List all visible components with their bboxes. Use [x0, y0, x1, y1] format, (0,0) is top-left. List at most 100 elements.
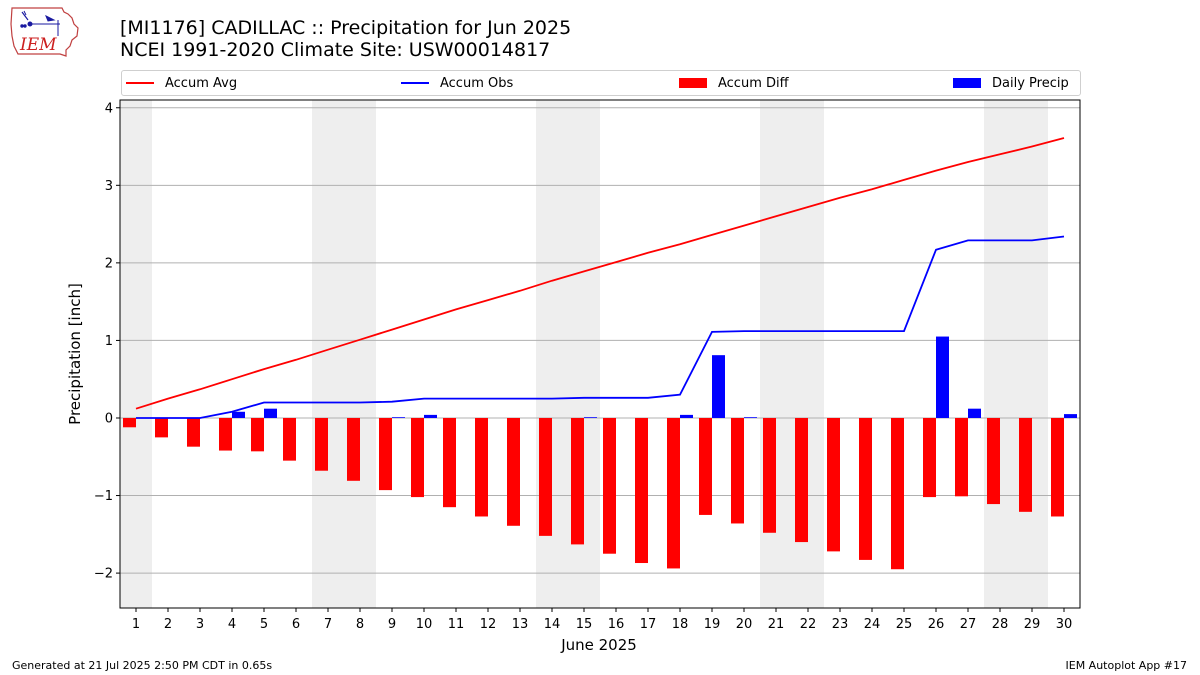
- accum-diff-bar: [155, 417, 168, 438]
- legend-label-accum-avg: Accum Avg: [165, 75, 238, 91]
- weekend-shade-day-28: [984, 100, 1016, 608]
- y-tick-label: 4: [105, 101, 113, 116]
- x-tick-label: 15: [576, 617, 593, 632]
- daily-precip-bar: [968, 408, 981, 418]
- y-tick-label: 3: [105, 179, 113, 194]
- legend-item-accum-avg: Accum Avg: [126, 71, 237, 95]
- y-tick-label: −1: [94, 489, 113, 504]
- x-tick-label: 23: [832, 617, 849, 632]
- x-tick-label: 17: [640, 617, 657, 632]
- accum-obs-line: [136, 235, 1065, 419]
- y-axis-label: Precipitation [inch]: [66, 283, 84, 425]
- accum-diff-bar: [731, 417, 744, 524]
- x-tick-label: 9: [388, 617, 396, 632]
- legend-item-accum-diff: Accum Diff: [679, 71, 789, 95]
- x-tick-label: 25: [896, 617, 913, 632]
- y-axis-ticks: −2 −1 0 1 2 3 4: [94, 101, 120, 582]
- legend-item-daily-precip: Daily Precip: [953, 71, 1069, 95]
- accum-diff-bar: [1051, 417, 1064, 517]
- chart-legend: Accum Avg Accum Obs Accum Diff Daily Pre…: [121, 70, 1081, 96]
- plot-frame: [119, 99, 1081, 609]
- accum-diff-bar: [827, 417, 840, 552]
- x-tick-label: 29: [1024, 617, 1041, 632]
- daily-precip-bar: [936, 336, 949, 418]
- daily-precip-bar: [232, 411, 245, 418]
- x-tick-label: 16: [608, 617, 625, 632]
- accum-diff-bar: [635, 417, 648, 564]
- x-tick-label: 3: [196, 617, 204, 632]
- accum-diff-bar: [923, 417, 936, 498]
- legend-label-accum-obs: Accum Obs: [440, 75, 514, 91]
- accum-diff-bar: [347, 417, 360, 481]
- accum-diff-bar: [123, 417, 136, 428]
- x-tick-label: 4: [228, 617, 236, 632]
- daily-precip-bar: [744, 417, 757, 418]
- x-tick-label: 5: [260, 617, 268, 632]
- x-tick-label: 6: [292, 617, 300, 632]
- x-tick-label: 1: [132, 617, 140, 632]
- weekend-shade-day-29: [1016, 100, 1048, 608]
- x-tick-label: 7: [324, 617, 332, 632]
- accum-diff-bar: [443, 417, 456, 508]
- weekend-shade-day-1: [120, 100, 152, 608]
- x-tick-label: 12: [480, 617, 497, 632]
- accum-diff-bar: [571, 417, 584, 545]
- accum-diff-bar: [507, 417, 520, 526]
- chart-title: [MI1176] CADILLAC :: Precipitation for J…: [120, 17, 572, 39]
- accum-diff-bar: [603, 417, 616, 554]
- accum-lines: [135, 137, 1065, 419]
- accum-diff-bar: [987, 417, 1000, 505]
- x-axis-label: June 2025: [560, 636, 637, 654]
- daily-precip-bar: [424, 414, 437, 418]
- legend-item-accum-obs: Accum Obs: [401, 71, 513, 95]
- x-tick-label: 18: [672, 617, 689, 632]
- accum-diff-bar: [219, 417, 232, 451]
- accum-diff-bar: [379, 417, 392, 491]
- logo-text: IEM: [19, 35, 57, 55]
- daily-precip-bars: [232, 336, 1077, 418]
- accum-diff-bar: [251, 417, 264, 452]
- accum-diff-bar: [475, 417, 488, 517]
- legend-label-daily-precip: Daily Precip: [992, 75, 1069, 91]
- x-tick-label: 24: [864, 617, 881, 632]
- accum-diff-bar: [955, 417, 968, 497]
- x-tick-label: 27: [960, 617, 977, 632]
- iem-logo: IEM: [10, 7, 79, 57]
- accum-diff-bar: [859, 417, 872, 560]
- accum-diff-bar: [539, 417, 552, 536]
- accum-diff-bar: [187, 417, 200, 447]
- x-tick-label: 22: [800, 617, 817, 632]
- x-axis-ticks: 1 2 3 4 5 6 7 8 9 10 11 12 13 14 15 16 17 18 19 20 21 22 23 24 2…: [132, 608, 1072, 632]
- legend-swatch-accum-diff: [679, 78, 707, 88]
- app-credit: IEM Autoplot App #17: [1065, 659, 1188, 672]
- accum-avg-line: [135, 137, 1065, 410]
- x-tick-label: 21: [768, 617, 785, 632]
- x-tick-label: 14: [544, 617, 561, 632]
- daily-precip-bar: [1064, 414, 1077, 418]
- generated-timestamp: Generated at 21 Jul 2025 2:50 PM CDT in …: [12, 659, 273, 672]
- daily-precip-bar: [264, 408, 277, 418]
- daily-precip-bar: [680, 414, 693, 418]
- legend-swatch-daily-precip: [953, 78, 981, 88]
- daily-precip-bar: [712, 355, 725, 418]
- y-tick-label: −2: [94, 567, 113, 582]
- daily-precip-bar: [584, 417, 597, 418]
- accum-diff-bar: [283, 417, 296, 461]
- x-tick-label: 11: [448, 617, 465, 632]
- x-tick-label: 30: [1056, 617, 1073, 632]
- weekend-shade-day-8: [344, 100, 376, 608]
- legend-swatch-accum-avg: [126, 82, 154, 84]
- accum-diff-bar: [411, 417, 424, 498]
- x-tick-label: 2: [164, 617, 172, 632]
- y-tick-label: 1: [105, 334, 113, 349]
- x-tick-label: 28: [992, 617, 1009, 632]
- accum-diff-bar: [667, 417, 680, 569]
- x-tick-label: 8: [356, 617, 364, 632]
- accum-diff-bar: [891, 417, 904, 570]
- accum-diff-bar: [699, 417, 712, 515]
- x-tick-label: 26: [928, 617, 945, 632]
- accum-diff-bar: [1019, 417, 1032, 512]
- y-tick-label: 2: [105, 256, 113, 271]
- x-tick-label: 20: [736, 617, 753, 632]
